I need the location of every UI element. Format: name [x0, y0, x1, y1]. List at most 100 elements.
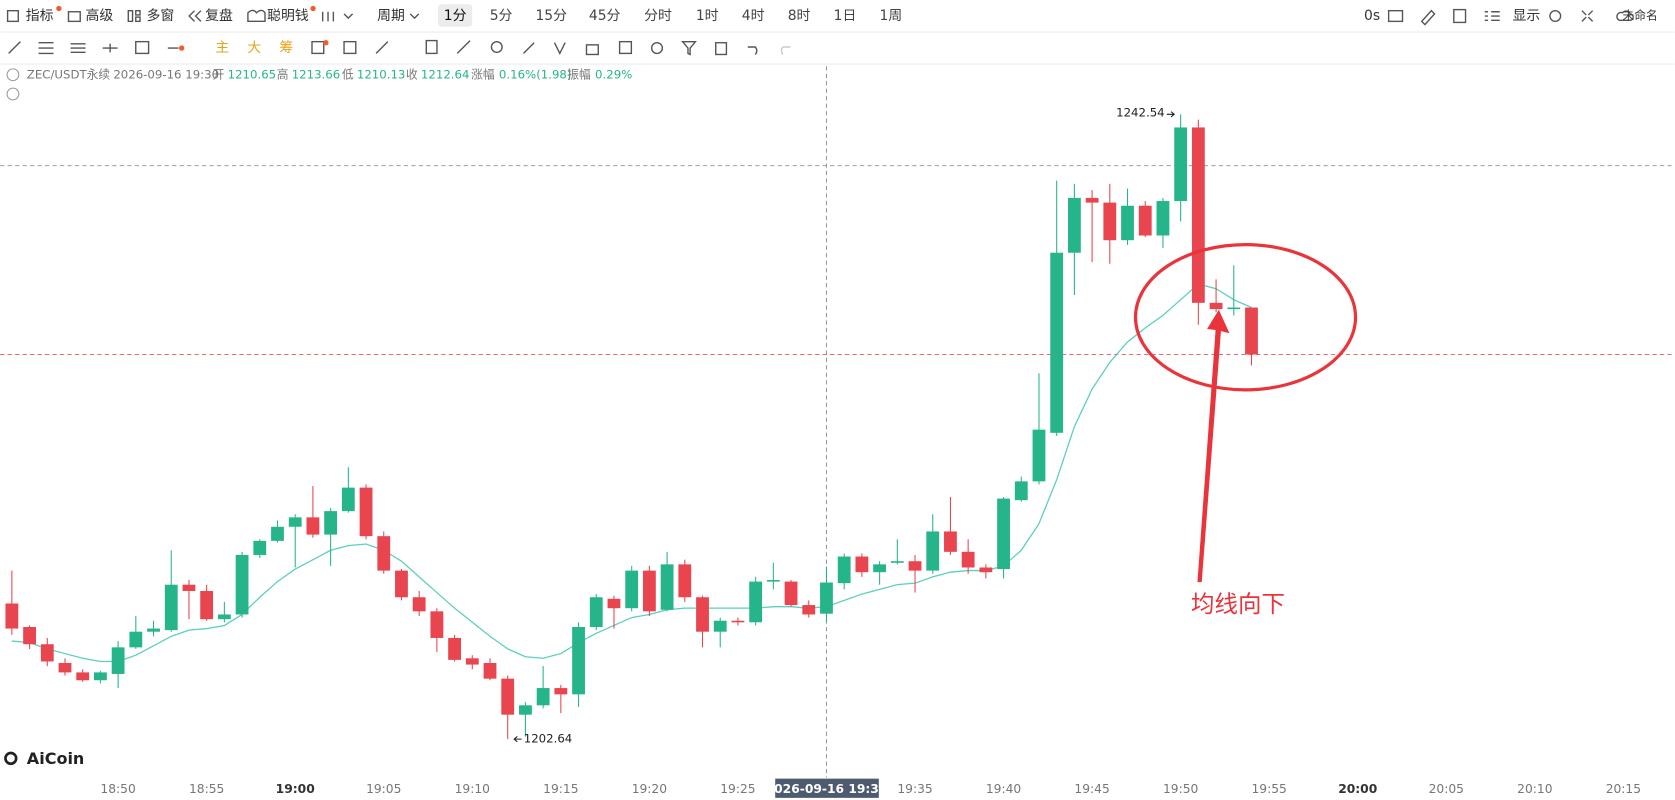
candle-body: [1245, 307, 1258, 355]
candle-body: [1067, 197, 1081, 253]
toolbar-button[interactable]: 高级: [86, 7, 114, 24]
candle-body: [660, 564, 674, 610]
period-button[interactable]: 15分: [535, 8, 567, 24]
period-button[interactable]: 分时: [644, 8, 672, 24]
info-value: 1210.65: [228, 67, 277, 81]
period-button[interactable]: 5分: [490, 8, 513, 24]
high-arrow: [1166, 111, 1176, 118]
candle-body: [1014, 481, 1028, 501]
toolbar-button[interactable]: 指标: [26, 8, 54, 24]
toolbar-button[interactable]: 未命名: [1623, 9, 1658, 23]
toolbar-icons: [6, 8, 1634, 26]
x-tick-label: 19:50: [1163, 782, 1198, 796]
candle-body: [625, 570, 639, 609]
indicator-tool[interactable]: 筹: [279, 39, 293, 56]
candle-body: [1050, 252, 1064, 433]
info-value: 0.29%: [595, 67, 632, 81]
candle-body: [1032, 429, 1046, 482]
candle-body: [554, 688, 568, 695]
candle-body: [1191, 127, 1205, 303]
crosshair-label: 2026-09-16 19:30: [766, 782, 888, 796]
period-button[interactable]: 8时: [788, 8, 811, 24]
toolbar-button[interactable]: 聪明钱: [267, 8, 309, 24]
candle-body: [1103, 202, 1117, 241]
collapse-button[interactable]: [6, 68, 20, 82]
x-tick-label: 19:20: [632, 782, 667, 796]
toolbar-button[interactable]: 0s: [1364, 8, 1380, 24]
candle-body: [802, 605, 816, 615]
candle-body: [1227, 307, 1241, 310]
candle-body: [1085, 197, 1099, 203]
x-tick-label: 19:45: [1074, 782, 1109, 796]
candle-body: [501, 678, 515, 715]
candle-body: [23, 626, 36, 645]
info-label: 低: [342, 67, 354, 81]
toolbar-button[interactable]: 显示: [1513, 8, 1541, 24]
x-tick-label: 20:00: [1338, 782, 1377, 796]
indicator-tool[interactable]: 大: [247, 40, 261, 56]
candle-body: [873, 564, 887, 573]
candle-body: [589, 597, 603, 627]
toolbar-button[interactable]: 多窗: [146, 7, 174, 24]
notice-dot: [323, 40, 329, 46]
candle-body: [979, 567, 993, 573]
candle-body: [572, 626, 585, 695]
indicator-tool[interactable]: 主: [215, 40, 229, 56]
candle-body: [961, 551, 975, 568]
candle-body: [696, 597, 709, 632]
period-button[interactable]: 4时: [742, 8, 765, 24]
period-button[interactable]: 1时: [696, 8, 719, 24]
notice-dot: [179, 45, 185, 51]
candle-body: [607, 598, 621, 609]
candle-body: [288, 517, 302, 527]
candle-body: [465, 658, 479, 665]
period-button[interactable]: 1分: [444, 8, 467, 24]
candle-body: [1156, 201, 1170, 236]
logo: AiCoin: [4, 749, 84, 768]
candle-body: [908, 561, 922, 571]
period-button[interactable]: 1日: [834, 8, 857, 24]
candle-body: [1209, 302, 1223, 310]
candle-body: [642, 570, 656, 612]
candle-body: [58, 663, 72, 673]
candle-body: [253, 540, 267, 555]
ma-line: [11, 283, 1252, 663]
x-tick-label: 19:00: [276, 782, 315, 796]
x-tick-label: 19:05: [366, 782, 401, 796]
info-value: 1210.13: [357, 67, 406, 81]
expand-button[interactable]: [6, 87, 20, 101]
candle-body: [536, 688, 550, 706]
candle-body: [395, 570, 408, 598]
candle-body: [784, 581, 798, 606]
candle-body: [483, 663, 497, 679]
candle-body: [749, 581, 763, 623]
symbol: ZEC/USDT永续: [27, 67, 111, 81]
candle-body: [164, 584, 178, 631]
x-tick-label: 20:10: [1517, 782, 1552, 796]
period-button[interactable]: 1周: [880, 8, 903, 24]
info-label: 收: [406, 67, 418, 81]
period-button[interactable]: 45分: [589, 8, 621, 24]
candle-body: [341, 487, 355, 512]
candle-body: [820, 582, 833, 614]
candle-body: [324, 511, 338, 535]
candle-body: [890, 561, 904, 563]
candle-body: [111, 647, 125, 674]
annotation-ellipse: [1133, 242, 1358, 392]
info-label: 高: [277, 67, 289, 81]
candle-body: [147, 628, 160, 632]
info-label: 涨幅: [471, 67, 495, 81]
candle-body: [855, 556, 869, 573]
candle-body: [519, 705, 532, 715]
candle-body: [678, 564, 692, 598]
logo-mark: [4, 751, 18, 766]
x-tick-label: 18:55: [189, 782, 224, 796]
info-value: 1213.66: [292, 67, 341, 81]
toolbar-button[interactable]: 周期: [377, 8, 405, 24]
info-value: 0.16%(1.98): [499, 67, 572, 81]
candle-body: [271, 526, 284, 541]
toolbar-button[interactable]: 复盘: [205, 7, 233, 24]
